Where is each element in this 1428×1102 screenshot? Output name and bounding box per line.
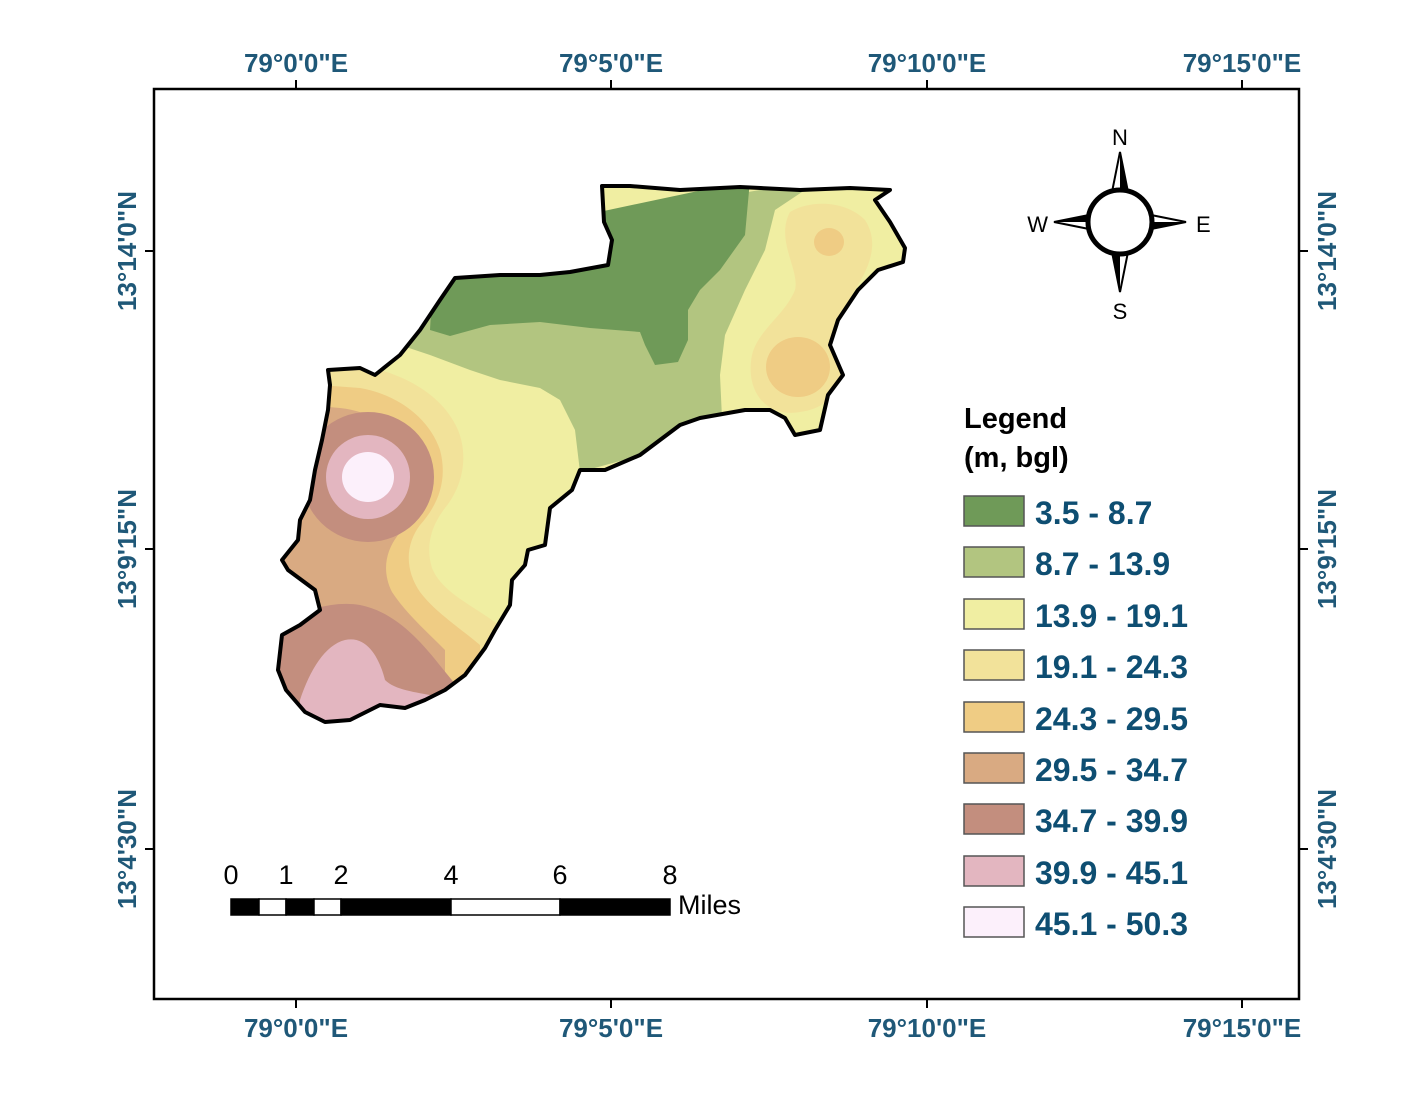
legend-swatch-6	[963, 752, 1025, 784]
compass-point-w-shade	[1054, 214, 1094, 222]
compass-ring	[1085, 187, 1155, 257]
zone-39.9-45.1-south	[300, 639, 435, 722]
lat-label-right-1: 13°14'0"N	[1312, 191, 1342, 311]
lon-label-bottom-1: 79°0'0"E	[244, 1013, 348, 1043]
compass-label-n: N	[1112, 125, 1128, 150]
legend-label-5: 24.3 - 29.5	[1035, 701, 1188, 737]
scale-label-0: 0	[223, 860, 238, 890]
lon-label-top-4: 79°15'0"E	[1183, 48, 1302, 78]
lon-label-top-2: 79°5'0"E	[559, 48, 663, 78]
lat-label-left-3: 13°4'30"N	[112, 789, 142, 909]
scale-label-6: 6	[552, 860, 567, 890]
frame-ticks	[145, 80, 1308, 1008]
compass-point-n-shade	[1120, 152, 1128, 192]
lon-label-bottom-4: 79°15'0"E	[1183, 1013, 1302, 1043]
lat-label-left-1: 13°14'0"N	[112, 191, 142, 311]
legend-swatch-1	[963, 495, 1025, 527]
legend-label-6: 29.5 - 34.7	[1035, 752, 1188, 788]
compass-label-e: E	[1196, 212, 1211, 237]
lat-label-left-2: 13°9'15"N	[112, 489, 142, 609]
scale-segment-3	[285, 898, 315, 916]
scale-segment-1	[230, 898, 260, 916]
north-arrow: N S E W	[1027, 125, 1210, 324]
legend-label-4: 19.1 - 24.3	[1035, 649, 1188, 685]
legend-title: Legend	[964, 403, 1067, 435]
compass-label-w: W	[1027, 212, 1048, 237]
scale-label-1: 1	[278, 860, 293, 890]
scale-label-2: 2	[333, 860, 348, 890]
legend-swatch-5	[963, 701, 1025, 733]
lat-label-right-3: 13°4'30"N	[1312, 789, 1342, 909]
scale-segment-2	[258, 898, 287, 916]
legend-swatch-4	[963, 649, 1025, 681]
scale-segment-4	[313, 898, 342, 916]
compass-point-e-shade	[1146, 222, 1186, 230]
legend-label-7: 34.7 - 39.9	[1035, 803, 1188, 839]
legend-swatch-9	[963, 906, 1025, 938]
lat-label-right-2: 13°9'15"N	[1312, 489, 1342, 609]
district-boundary	[276, 184, 907, 724]
legend-label-1: 3.5 - 8.7	[1035, 495, 1152, 531]
legend-label-8: 39.9 - 45.1	[1035, 855, 1188, 891]
zone-24.3-29.5-ne-1	[814, 228, 844, 256]
compass-label-s: S	[1113, 299, 1128, 324]
scale-segment-6	[450, 898, 561, 916]
lon-label-top-1: 79°0'0"E	[244, 48, 348, 78]
compass-point-s-shade	[1112, 252, 1120, 292]
scale-label-4: 4	[443, 860, 458, 890]
legend-swatch-3	[963, 598, 1025, 630]
lon-label-bottom-2: 79°5'0"E	[559, 1013, 663, 1043]
scale-segment-7	[559, 898, 671, 916]
scale-bar: 0 1 2 4 6 8 Miles	[223, 860, 741, 920]
legend-swatch-7	[963, 803, 1025, 835]
zone-3.5-8.7	[420, 186, 750, 365]
zone-45.1-50.3	[342, 452, 394, 502]
lon-label-top-3: 79°10'0"E	[868, 48, 987, 78]
legend-label-2: 8.7 - 13.9	[1035, 546, 1170, 582]
scale-label-8: 8	[662, 860, 677, 890]
legend-swatch-8	[963, 855, 1025, 887]
legend-label-9: 45.1 - 50.3	[1035, 906, 1188, 942]
legend-label-3: 13.9 - 19.1	[1035, 598, 1188, 634]
lon-label-bottom-3: 79°10'0"E	[868, 1013, 987, 1043]
scale-unit-label: Miles	[678, 890, 741, 920]
legend-swatch-2	[963, 546, 1025, 578]
zone-24.3-29.5-ne-2	[766, 337, 830, 397]
legend: Legend (m, bgl) 3.5 - 8.7 8.7 - 13.9 13.…	[963, 403, 1188, 942]
scale-segment-5	[340, 898, 452, 916]
legend-unit: (m, bgl)	[964, 442, 1069, 474]
